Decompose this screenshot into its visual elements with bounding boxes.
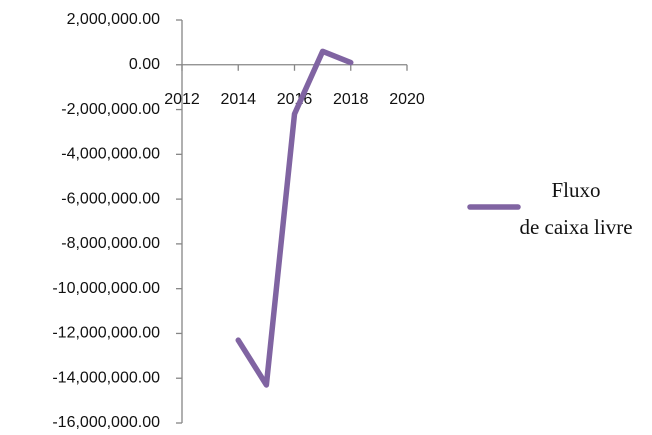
y-tick-label: -10,000,000.00 bbox=[52, 280, 160, 297]
y-tick-label: -8,000,000.00 bbox=[61, 235, 160, 252]
x-tick-label: 2018 bbox=[333, 91, 369, 108]
legend-label: Fluxo de caixa livre bbox=[519, 178, 632, 239]
x-tick-label: 2014 bbox=[220, 91, 256, 108]
y-tick-label: -12,000,000.00 bbox=[52, 325, 160, 342]
y-tick-label: 0.00 bbox=[129, 56, 160, 73]
x-tick-label: 2020 bbox=[389, 91, 425, 108]
x-tick-label: 2012 bbox=[164, 91, 200, 108]
y-tick-label: -6,000,000.00 bbox=[61, 190, 160, 207]
y-tick-label: -14,000,000.00 bbox=[52, 369, 160, 386]
x-tick-label: 2016 bbox=[277, 91, 313, 108]
y-tick-label: -4,000,000.00 bbox=[61, 146, 160, 163]
series-line bbox=[235, 48, 354, 388]
y-tick-label: 2,000,000.00 bbox=[67, 11, 161, 28]
y-tick-label: -16,000,000.00 bbox=[52, 414, 160, 431]
y-tick-label: -2,000,000.00 bbox=[61, 101, 160, 118]
